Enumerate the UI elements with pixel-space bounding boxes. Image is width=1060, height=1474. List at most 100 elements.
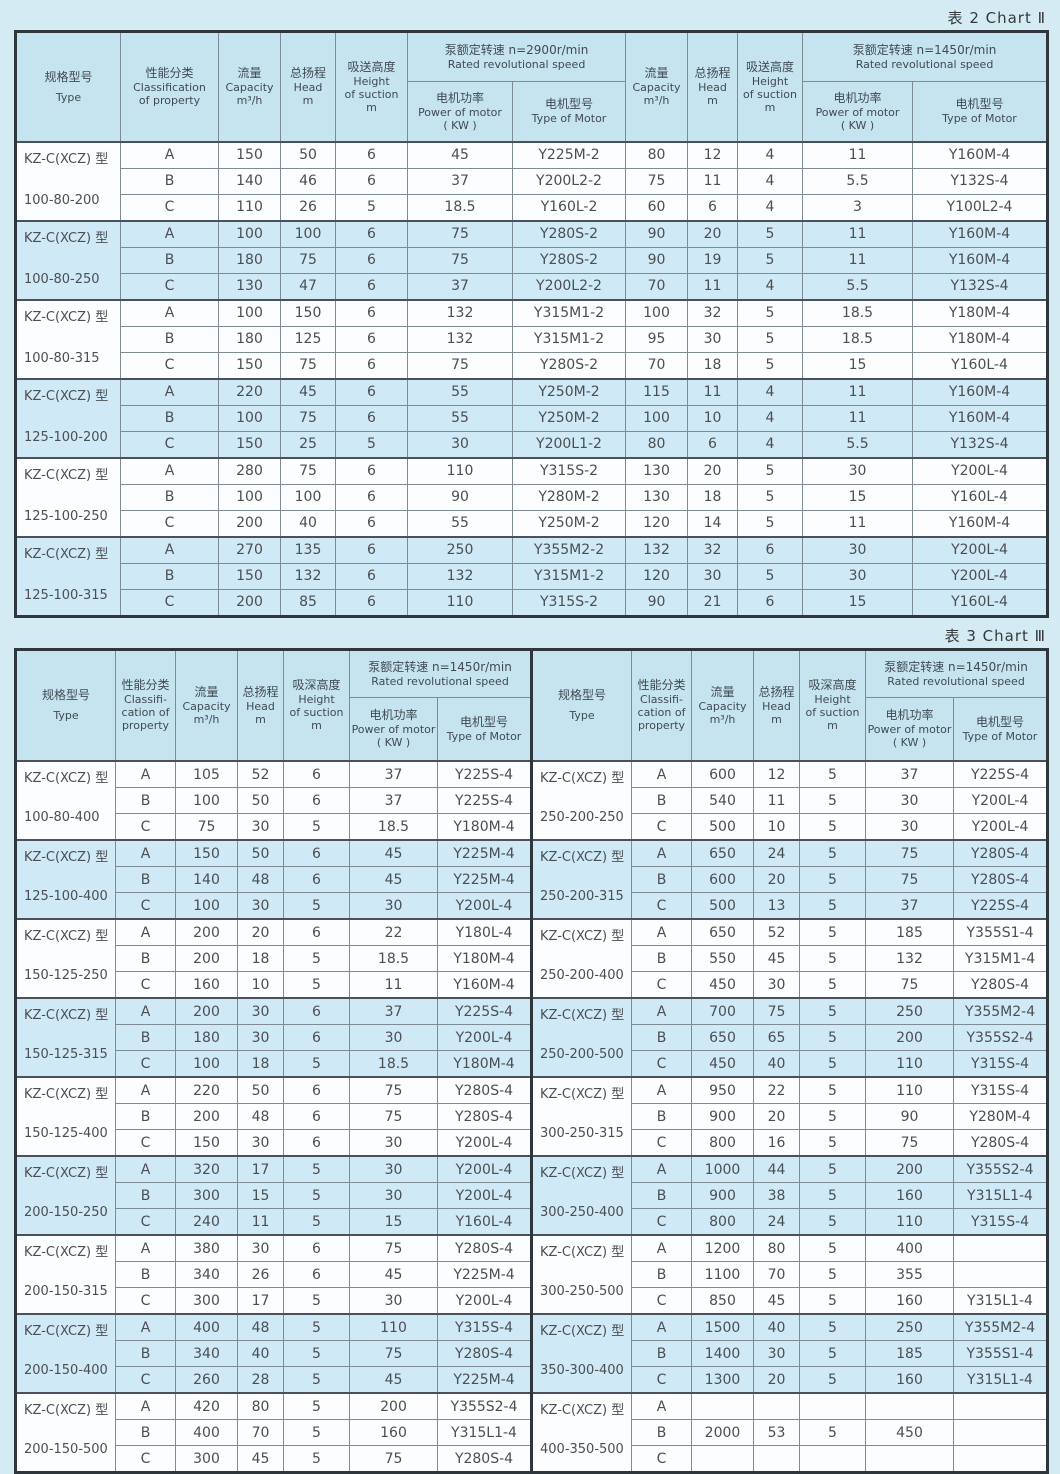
value-cell: 75 (408, 221, 513, 248)
col-header-motor: 电机型号 Type of Motor (438, 697, 532, 761)
value-cell: Y160L-2 (513, 194, 626, 221)
classification-cell: B (121, 168, 219, 194)
value-cell: Y280S-4 (438, 1077, 532, 1104)
value-cell: Y280S-4 (438, 1446, 532, 1473)
value-cell: 200 (176, 998, 238, 1025)
value-cell: 132 (408, 300, 513, 327)
value-cell: 185 (866, 1341, 954, 1367)
value-cell: 6 (284, 1025, 350, 1051)
value-cell: 22 (754, 1077, 800, 1104)
value-cell: 450 (692, 1051, 754, 1078)
value-cell: 900 (692, 1183, 754, 1209)
value-cell: Y132S-4 (913, 431, 1048, 458)
classification-cell: A (116, 919, 176, 946)
value-cell: 18 (238, 946, 284, 972)
classification-cell: B (121, 247, 219, 273)
value-cell: 5 (284, 1288, 350, 1315)
value-cell: 2000 (692, 1420, 754, 1446)
value-cell (954, 1446, 1048, 1473)
col-header-head-right: 总扬程 Head m (754, 649, 800, 761)
value-cell: 30 (238, 814, 284, 841)
classification-cell: A (121, 221, 219, 248)
value-cell: 37 (408, 168, 513, 194)
value-cell: 70 (626, 273, 688, 300)
value-cell: 1100 (692, 1262, 754, 1288)
classification-cell: B (632, 1183, 692, 1209)
value-cell: 75 (408, 247, 513, 273)
value-cell: 30 (754, 1341, 800, 1367)
value-cell: 11 (803, 405, 913, 431)
value-cell: 20 (754, 1367, 800, 1394)
value-cell: 110 (866, 1209, 954, 1236)
value-cell: 5 (284, 814, 350, 841)
value-cell: 11 (803, 247, 913, 273)
value-cell: 5.5 (803, 168, 913, 194)
value-cell: 5 (284, 946, 350, 972)
value-cell: 48 (238, 1104, 284, 1130)
value-cell: 160 (350, 1420, 438, 1446)
value-cell: 5 (800, 1183, 866, 1209)
value-cell: 450 (692, 972, 754, 999)
value-cell: 70 (626, 352, 688, 379)
value-cell: 11 (238, 1209, 284, 1236)
value-cell: 5 (800, 893, 866, 920)
value-cell: 50 (281, 142, 336, 169)
value-cell: 200 (219, 510, 281, 537)
classification-cell: A (116, 840, 176, 867)
value-cell: 100 (281, 484, 336, 510)
classification-cell: B (632, 788, 692, 814)
pump-model: KZ-C(XCZ) 型 (24, 1241, 111, 1260)
value-cell: 75 (866, 840, 954, 867)
value-cell: 75 (281, 352, 336, 379)
value-cell: 11 (803, 142, 913, 169)
value-cell: 5 (800, 761, 866, 788)
value-cell: 132 (281, 563, 336, 589)
value-cell: 32 (688, 300, 738, 327)
value-cell: 110 (408, 458, 513, 485)
chart3-table: 规格型号 Type 性能分类 Classifi- cation of prope… (14, 648, 1049, 1474)
classification-cell: B (116, 1025, 176, 1051)
value-cell (754, 1393, 800, 1420)
value-cell: 6 (284, 1104, 350, 1130)
value-cell: 4 (738, 194, 803, 221)
pump-model: KZ-C(XCZ) 型 (24, 1399, 111, 1418)
col-header-classification-right: 性能分类 Classifi- cation of property (632, 649, 692, 761)
classification-cell: C (632, 1130, 692, 1157)
col-header-suction-2: 吸送高度 Height of suction m (738, 32, 803, 142)
value-cell (866, 1393, 954, 1420)
value-cell: 15 (238, 1183, 284, 1209)
value-cell: 5 (738, 352, 803, 379)
pump-model: KZ-C(XCZ) 型 (540, 1399, 627, 1418)
value-cell: Y200L-4 (438, 1025, 532, 1051)
value-cell: 10 (688, 405, 738, 431)
value-cell: 75 (866, 867, 954, 893)
value-cell: 53 (754, 1420, 800, 1446)
value-cell: 18.5 (350, 1051, 438, 1078)
classification-cell: B (632, 1104, 692, 1130)
col-header-head-2: 总扬程 Head m (688, 32, 738, 142)
classification-cell: C (121, 273, 219, 300)
value-cell: 5 (800, 1156, 866, 1183)
value-cell: 200 (219, 589, 281, 616)
value-cell: Y200L2-2 (513, 168, 626, 194)
value-cell: 110 (350, 1314, 438, 1341)
value-cell: Y315M1-2 (513, 563, 626, 589)
value-cell: Y250M-2 (513, 379, 626, 406)
classification-cell: A (116, 1156, 176, 1183)
value-cell: Y315S-2 (513, 589, 626, 616)
value-cell: Y160M-4 (913, 221, 1048, 248)
value-cell: Y200L1-2 (513, 431, 626, 458)
classification-cell: C (121, 352, 219, 379)
value-cell: 100 (176, 788, 238, 814)
value-cell: 6 (336, 405, 408, 431)
value-cell: 300 (176, 1183, 238, 1209)
classification-cell: C (116, 1209, 176, 1236)
